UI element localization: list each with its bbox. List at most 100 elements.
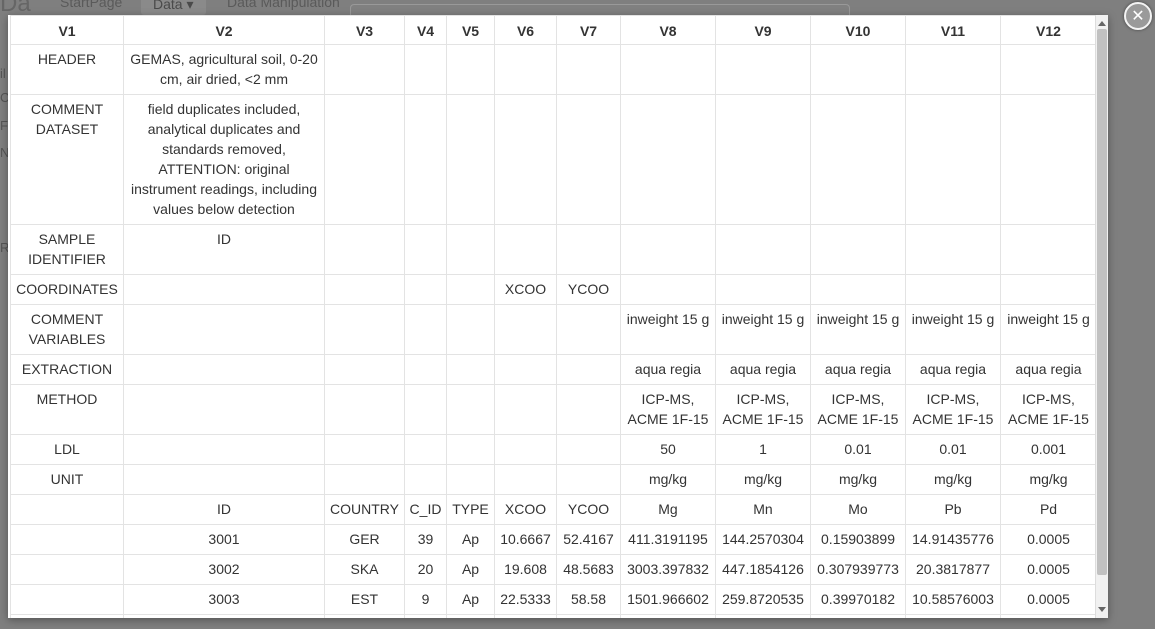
table-row: UNIT mg/kg mg/kg mg/kg mg/kg mg/kg — [10, 464, 1096, 495]
vertical-scrollbar[interactable] — [1095, 15, 1108, 618]
scroll-down-arrow-icon[interactable] — [1098, 607, 1106, 612]
table-cell: 20.3817877 — [905, 554, 1001, 585]
table-cell — [556, 464, 621, 495]
table-cell: aqua regia — [715, 354, 811, 385]
table-cell: XCOO — [494, 274, 557, 305]
table-cell: 0.001074743 — [1000, 614, 1096, 618]
table-cell — [123, 434, 325, 465]
table-cell: YCOO — [556, 274, 621, 305]
table-cell — [1000, 224, 1096, 275]
table-cell — [446, 94, 495, 225]
table-cell — [810, 94, 906, 225]
table-cell — [10, 554, 124, 585]
table-cell — [404, 94, 447, 225]
table-cell — [556, 354, 621, 385]
table-cell: Pd — [1000, 494, 1096, 525]
table-cell: 0.15903899 — [810, 524, 906, 555]
table-row: 3004LIT9Ap24.937555.46311676.184858153.5… — [10, 614, 1096, 618]
table-cell: LIT — [324, 614, 405, 618]
table-cell — [1000, 44, 1096, 95]
table-cell: mg/kg — [810, 464, 906, 495]
table-cell: 19.608 — [494, 554, 557, 585]
table-cell — [10, 494, 124, 525]
table-cell — [446, 274, 495, 305]
table-row: COMMENT DATASET field duplicates included… — [10, 94, 1096, 225]
table-cell — [446, 224, 495, 275]
column-header[interactable]: V10 — [810, 15, 906, 45]
table-cell: 55.4631 — [556, 614, 621, 618]
table-cell: 1 — [715, 434, 811, 465]
table-cell — [123, 274, 325, 305]
table-row: EXTRACTION aqua regia aqua regia aqua regia… — [10, 354, 1096, 385]
table-cell: COUNTRY — [324, 494, 405, 525]
column-header[interactable]: V12 — [1000, 15, 1096, 45]
table-cell — [446, 44, 495, 95]
table-cell — [446, 464, 495, 495]
column-header[interactable]: V4 — [404, 15, 447, 45]
table-cell: 0.01 — [905, 434, 1001, 465]
table-cell: Mg — [620, 494, 716, 525]
table-scroll-area[interactable]: V1 V2 V3 V4 V5 V6 V7 V8 V9 V10 V11 V12 H… — [10, 15, 1096, 618]
column-header[interactable]: V11 — [905, 15, 1001, 45]
table-cell: ICP-MS, ACME 1F-15 — [905, 384, 1001, 435]
table-cell — [404, 224, 447, 275]
sidebar-letter: R — [0, 240, 10, 255]
table-cell — [324, 464, 405, 495]
nav-tab-startpage[interactable]: StartPage — [60, 0, 123, 10]
table-cell — [404, 434, 447, 465]
close-icon[interactable]: ✕ — [1124, 2, 1152, 30]
table-row: 3003 EST 9 Ap 22.5333 58.58 1501.966602 259.872… — [10, 584, 1096, 615]
table-cell — [715, 274, 811, 305]
column-header[interactable]: V9 — [715, 15, 811, 45]
column-header[interactable]: V1 — [10, 15, 124, 45]
table-cell: COORDINATES — [10, 274, 124, 305]
table-cell — [556, 224, 621, 275]
table-cell: mg/kg — [620, 464, 716, 495]
table-cell — [620, 44, 716, 95]
column-header[interactable]: V7 — [556, 15, 621, 45]
table-cell — [123, 304, 325, 355]
column-header[interactable]: V6 — [494, 15, 557, 45]
nav-tab-data-manipulation[interactable]: Data Manipulation — [227, 0, 340, 10]
scroll-up-arrow-icon[interactable] — [1098, 21, 1106, 26]
table-cell: inweight 15 g — [1000, 304, 1096, 355]
column-header[interactable]: V3 — [324, 15, 405, 45]
sidebar-letter: il — [0, 66, 6, 81]
table-cell: aqua regia — [810, 354, 906, 385]
column-header[interactable]: V2 — [123, 15, 325, 45]
table-cell: 0.001 — [1000, 434, 1096, 465]
table-cell: 9 — [404, 614, 447, 618]
table-cell — [324, 44, 405, 95]
table-cell: 10.58576003 — [905, 584, 1001, 615]
table-cell: aqua regia — [1000, 354, 1096, 385]
nav-tab-data[interactable]: Data ▾ — [141, 0, 206, 15]
table-cell: ID — [123, 224, 325, 275]
table-cell: 0.39970182 — [810, 584, 906, 615]
table-cell: aqua regia — [620, 354, 716, 385]
table-cell: mg/kg — [905, 464, 1001, 495]
table-cell: 48.5683 — [556, 554, 621, 585]
table-cell — [324, 274, 405, 305]
table-cell — [1000, 274, 1096, 305]
table-row: METHOD ICP-MS, ACME 1F-15 ICP-MS, ACME 1F-… — [10, 384, 1096, 435]
table-cell: TYPE — [446, 494, 495, 525]
table-cell — [324, 434, 405, 465]
table-cell: SKA — [324, 554, 405, 585]
table-cell: 3003.397832 — [620, 554, 716, 585]
table-cell — [1000, 94, 1096, 225]
column-header[interactable]: V5 — [446, 15, 495, 45]
table-cell — [324, 384, 405, 435]
data-preview-modal: V1 V2 V3 V4 V5 V6 V7 V8 V9 V10 V11 V12 H… — [8, 15, 1108, 618]
scrollbar-thumb[interactable] — [1097, 29, 1107, 575]
column-header[interactable]: V8 — [620, 15, 716, 45]
table-cell — [620, 224, 716, 275]
table-cell — [10, 584, 124, 615]
table-cell — [494, 304, 557, 355]
table-cell — [404, 384, 447, 435]
table-cell — [905, 224, 1001, 275]
table-cell — [905, 274, 1001, 305]
table-cell — [715, 224, 811, 275]
table-cell: EXTRACTION — [10, 354, 124, 385]
table-cell: 52.4167 — [556, 524, 621, 555]
table-cell: 0.121897367 — [810, 614, 906, 618]
